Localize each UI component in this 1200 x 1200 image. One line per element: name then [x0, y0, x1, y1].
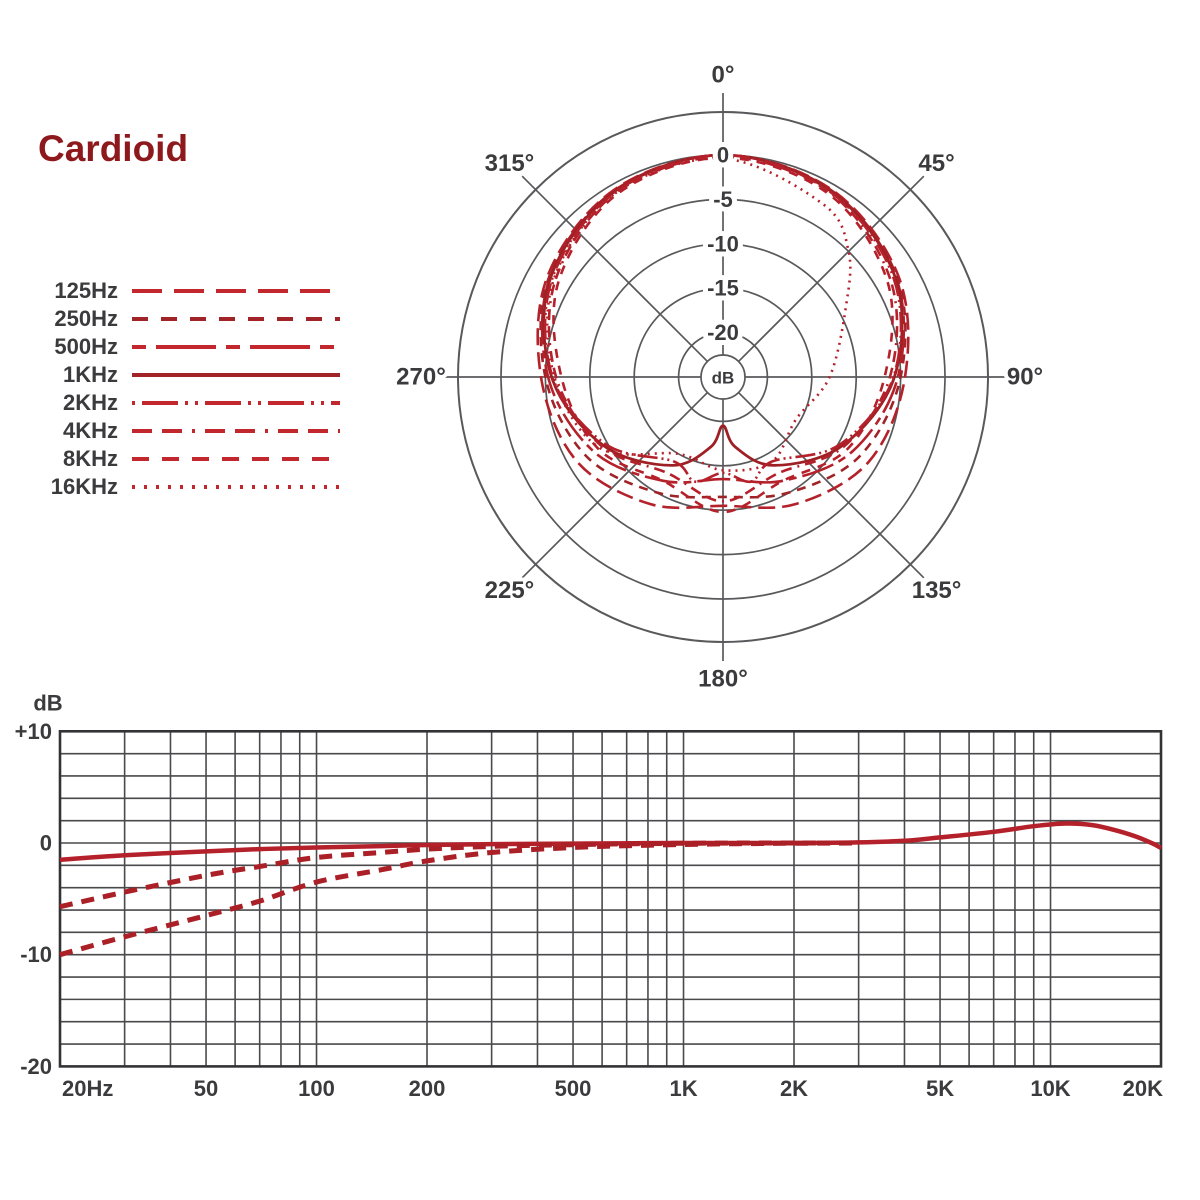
legend-item-16khz: 16KHz [28, 473, 348, 501]
polar-curve-16khz [545, 157, 852, 472]
resp-xtick-2K: 2K [780, 1076, 808, 1101]
resp-xtick-500: 500 [555, 1076, 592, 1101]
legend-label: 1KHz [62, 362, 118, 387]
polar-curve-1khz [542, 153, 904, 467]
legend-line-sample [132, 457, 340, 461]
polar-curve-250hz [539, 153, 907, 499]
resp-ylabel: dB [33, 691, 62, 716]
legend-item-125hz: 125Hz [28, 277, 348, 305]
legend-line-sample [132, 485, 340, 489]
polar-angle-label-135: 135° [912, 577, 962, 604]
frequency-legend: 125Hz 250Hz 500Hz 1KHz 2KHz 4KHz 8KHz 16KHz [28, 277, 348, 501]
polar-curve-2khz [543, 153, 903, 484]
polar-angle-label-270: 270° [396, 364, 446, 391]
resp-ytick-+10: +10 [15, 719, 52, 744]
legend-item-500hz: 500Hz [28, 333, 348, 361]
resp-xtick-50: 50 [194, 1076, 218, 1101]
polar-angle-label-225: 225° [485, 577, 535, 604]
resp-ytick--10: -10 [20, 942, 52, 967]
legend-item-2khz: 2KHz [28, 389, 348, 417]
legend-label: 16KHz [50, 474, 118, 499]
legend-line-sample [132, 345, 340, 349]
polar-pattern-chart: dB 0 -5 -10 -15 -20 0° 45° 90° 135° 180° 225° 270° 31… [392, 58, 1047, 697]
polar-angle-label-45: 45° [918, 150, 954, 177]
polar-db-label--10: -10 [707, 231, 739, 256]
polar-db-label--20: -20 [707, 320, 739, 345]
legend-label: 4KHz [62, 418, 118, 443]
polar-radial-45 [737, 175, 925, 363]
legend-label: 250Hz [54, 306, 118, 331]
legend-label: 500Hz [54, 334, 118, 359]
legend-line-sample [132, 373, 340, 377]
legend-item-8khz: 8KHz [28, 445, 348, 473]
resp-xtick-5K: 5K [926, 1076, 954, 1101]
polar-radial-315 [521, 175, 709, 363]
legend-line-sample [132, 289, 340, 293]
resp-xtick-100: 100 [298, 1076, 335, 1101]
polar-db-label-0: 0 [717, 143, 729, 168]
polar-angle-label-180: 180° [698, 666, 748, 693]
polar-curve-8khz [552, 156, 894, 514]
resp-xtick-200: 200 [409, 1076, 446, 1101]
legend-label: 2KHz [62, 390, 118, 415]
resp-curve-on-axis [59, 821, 1163, 863]
legend-line-sample [132, 401, 340, 405]
polar-angle-label-90: 90° [1007, 364, 1043, 391]
legend-label: 125Hz [54, 278, 118, 303]
resp-xtick-20K: 20K [1123, 1076, 1163, 1101]
frequency-response-chart: dB +10 0 -10 -20 20Hz 50 100 200 500 1K 2K 5K 10K 20K [15, 691, 1163, 1101]
resp-curve-dashed-mid [59, 840, 830, 910]
resp-xtick-1K: 1K [669, 1076, 697, 1101]
resp-border [58, 729, 1163, 1068]
legend-label: 8KHz [62, 446, 118, 471]
polar-radial-135 [737, 391, 925, 579]
legend-item-4khz: 4KHz [28, 417, 348, 445]
polar-center-circle [700, 354, 746, 400]
resp-ytick--20: -20 [20, 1054, 52, 1079]
resp-ytick-0: 0 [40, 831, 52, 856]
page-title: Cardioid [38, 128, 189, 169]
polar-angle-label-0: 0° [712, 62, 735, 89]
legend-item-1khz: 1KHz [28, 361, 348, 389]
resp-xtick-10K: 10K [1030, 1076, 1070, 1101]
resp-curve-dashed-far [59, 840, 859, 958]
legend-line-sample [132, 317, 340, 321]
polar-center-label: dB [712, 369, 735, 388]
polar-db-label--15: -15 [707, 276, 739, 301]
polar-radial-225 [521, 391, 709, 579]
polar-db-label--5: -5 [713, 187, 733, 212]
polar-curve-125hz [536, 153, 910, 510]
legend-line-sample [132, 429, 340, 433]
resp-xtick-20Hz: 20Hz [62, 1076, 113, 1101]
legend-item-250hz: 250Hz [28, 305, 348, 333]
polar-curve-4khz [547, 155, 899, 503]
polar-angle-label-315: 315° [485, 150, 535, 177]
